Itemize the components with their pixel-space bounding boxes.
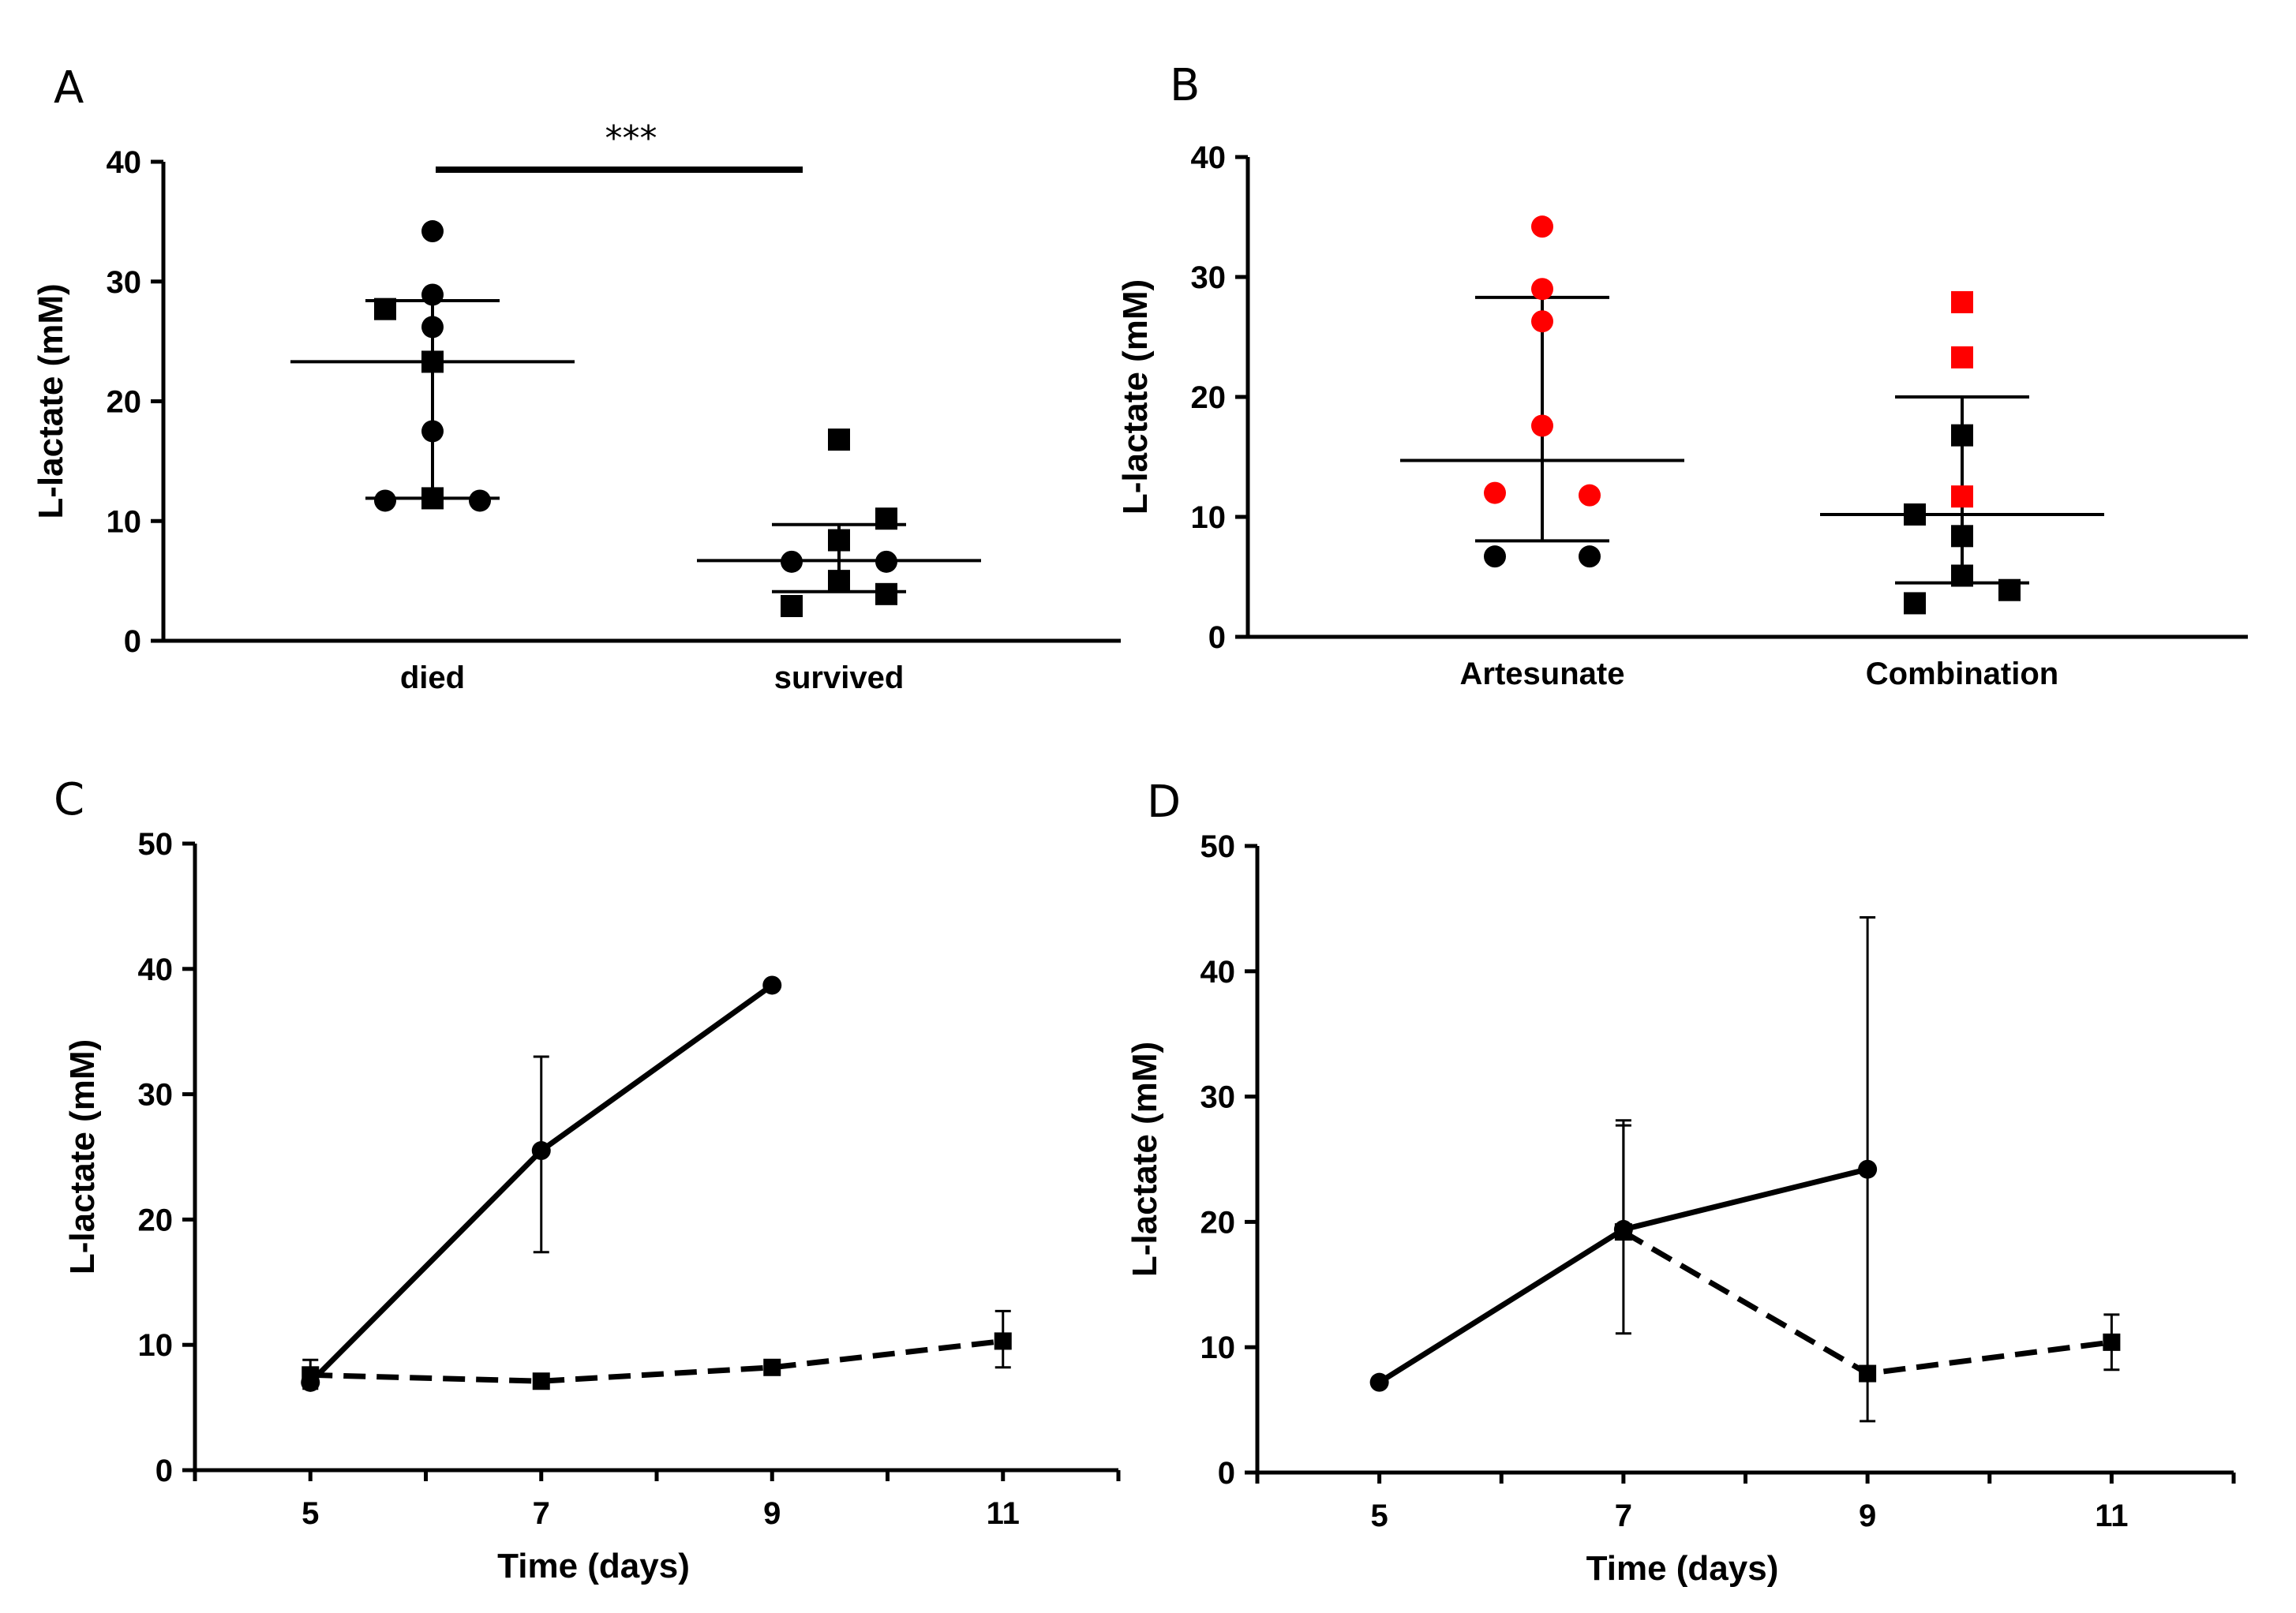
data-point-square <box>1859 1364 1877 1383</box>
y-axis-title: L-lactate (mM) <box>63 1039 102 1274</box>
y-tick-label: 0 <box>1208 620 1226 655</box>
data-point-circle <box>421 316 444 339</box>
data-point-square <box>1951 346 1973 369</box>
y-tick-label: 30 <box>107 265 142 300</box>
data-point-circle <box>1484 545 1506 568</box>
data-point-circle <box>421 420 444 443</box>
data-point-circle <box>875 550 897 573</box>
y-tick-label: 0 <box>155 1454 173 1488</box>
y-tick-label: 40 <box>107 145 142 180</box>
y-tick-label: 40 <box>1191 140 1227 175</box>
y-tick-label: 40 <box>138 952 174 987</box>
data-point-square <box>374 298 396 320</box>
data-point-square <box>828 529 850 552</box>
y-tick-label: 40 <box>1200 955 1236 990</box>
data-point-circle <box>1531 310 1553 333</box>
x-axis-title: Time (days) <box>1586 1549 1779 1588</box>
x-tick-label: 9 <box>1859 1499 1876 1533</box>
chart-panel-d: 0 10 20 30 40 50 L-lactate (mM) 5 7 9 11 Time (days… <box>1126 829 2236 1588</box>
panel-letter-d: D <box>1147 777 1181 828</box>
y-tick-label: 10 <box>1191 500 1227 535</box>
data-point-circle <box>1531 414 1553 437</box>
data-point-square <box>1951 564 1973 587</box>
data-point-circle <box>1484 481 1506 504</box>
data-point-square <box>828 570 850 593</box>
chart-panel-c: 0 10 20 30 40 50 L-lactate (mM) 5 7 9 11 Time (days… <box>63 827 1121 1585</box>
x-tick-label: 7 <box>1615 1499 1632 1533</box>
data-point-circle <box>421 220 444 243</box>
x-category-label: died <box>400 661 465 695</box>
data-point-square <box>875 582 897 605</box>
x-tick-label: 11 <box>987 1496 1020 1531</box>
data-point-square <box>1614 1223 1632 1241</box>
x-category-label: Artesunate <box>1460 657 1625 691</box>
y-tick-label: 20 <box>138 1203 174 1237</box>
y-axis-title: L-lactate (mM) <box>1116 279 1155 515</box>
data-point-square <box>1951 290 1973 313</box>
y-tick-label: 30 <box>138 1078 174 1113</box>
y-tick-label: 20 <box>107 385 142 420</box>
y-axis-title: L-lactate (mM) <box>32 283 70 518</box>
data-point-square <box>1998 578 2021 601</box>
data-point-circle <box>1579 484 1601 507</box>
data-point-square <box>1951 424 1973 447</box>
data-point-square <box>1951 525 1973 548</box>
panel-letter-a: A <box>54 62 84 114</box>
data-point-circle <box>1369 1372 1389 1392</box>
y-axis-title: L-lactate (mM) <box>1126 1042 1164 1277</box>
data-point-square <box>2103 1333 2121 1351</box>
x-tick-label: 9 <box>763 1496 781 1531</box>
data-point-square <box>828 429 850 451</box>
data-point-square <box>1904 503 1926 526</box>
data-point-circle <box>1858 1159 1878 1179</box>
x-category-label: Combination <box>1866 657 2058 691</box>
data-point-square <box>302 1366 320 1384</box>
x-tick-label: 11 <box>2095 1499 2128 1533</box>
y-tick-label: 50 <box>138 827 174 862</box>
data-point-square <box>421 350 444 373</box>
data-point-square <box>1904 592 1926 615</box>
data-point-square <box>781 594 803 617</box>
y-tick-label: 10 <box>107 504 142 539</box>
y-tick-label: 0 <box>124 624 141 659</box>
significance-label: *** <box>605 118 657 159</box>
y-tick-label: 10 <box>1200 1330 1236 1365</box>
panel-letter-c: C <box>54 774 84 825</box>
y-tick-label: 0 <box>1218 1456 1235 1491</box>
y-tick-label: 20 <box>1191 380 1227 415</box>
panel-letter-b: B <box>1170 60 1200 111</box>
data-point-square <box>763 1358 781 1376</box>
y-tick-label: 10 <box>138 1328 174 1363</box>
data-point-circle <box>1531 278 1553 301</box>
chart-panel-b: 0 10 20 30 40 L-lactate (mM) Artesunate Combina… <box>1116 140 2248 691</box>
data-point-square <box>875 507 897 530</box>
data-point-circle <box>781 550 803 573</box>
data-point-circle <box>1579 545 1601 568</box>
data-point-square <box>532 1372 550 1390</box>
x-category-label: survived <box>774 661 905 695</box>
data-point-circle <box>421 283 444 306</box>
data-point-square <box>421 487 444 510</box>
y-tick-label: 20 <box>1200 1205 1236 1240</box>
data-point-circle <box>531 1141 551 1161</box>
y-tick-label: 50 <box>1200 829 1236 864</box>
data-point-circle <box>1531 215 1553 238</box>
chart-panel-a: 0 10 20 30 40 L-lactate (mM) died survived *** <box>32 118 1121 695</box>
x-tick-label: 7 <box>533 1496 550 1531</box>
x-tick-label: 5 <box>1371 1499 1388 1533</box>
data-point-circle <box>374 489 396 512</box>
series-line-dashed <box>310 1338 1004 1384</box>
data-point-circle <box>469 489 491 512</box>
data-point-circle <box>762 975 782 995</box>
data-point-square <box>1951 485 1973 508</box>
data-point-square <box>994 1332 1012 1350</box>
x-axis-title: Time (days) <box>497 1547 690 1585</box>
y-tick-label: 30 <box>1200 1080 1236 1115</box>
y-tick-label: 30 <box>1191 260 1227 295</box>
x-tick-label: 5 <box>302 1496 319 1531</box>
